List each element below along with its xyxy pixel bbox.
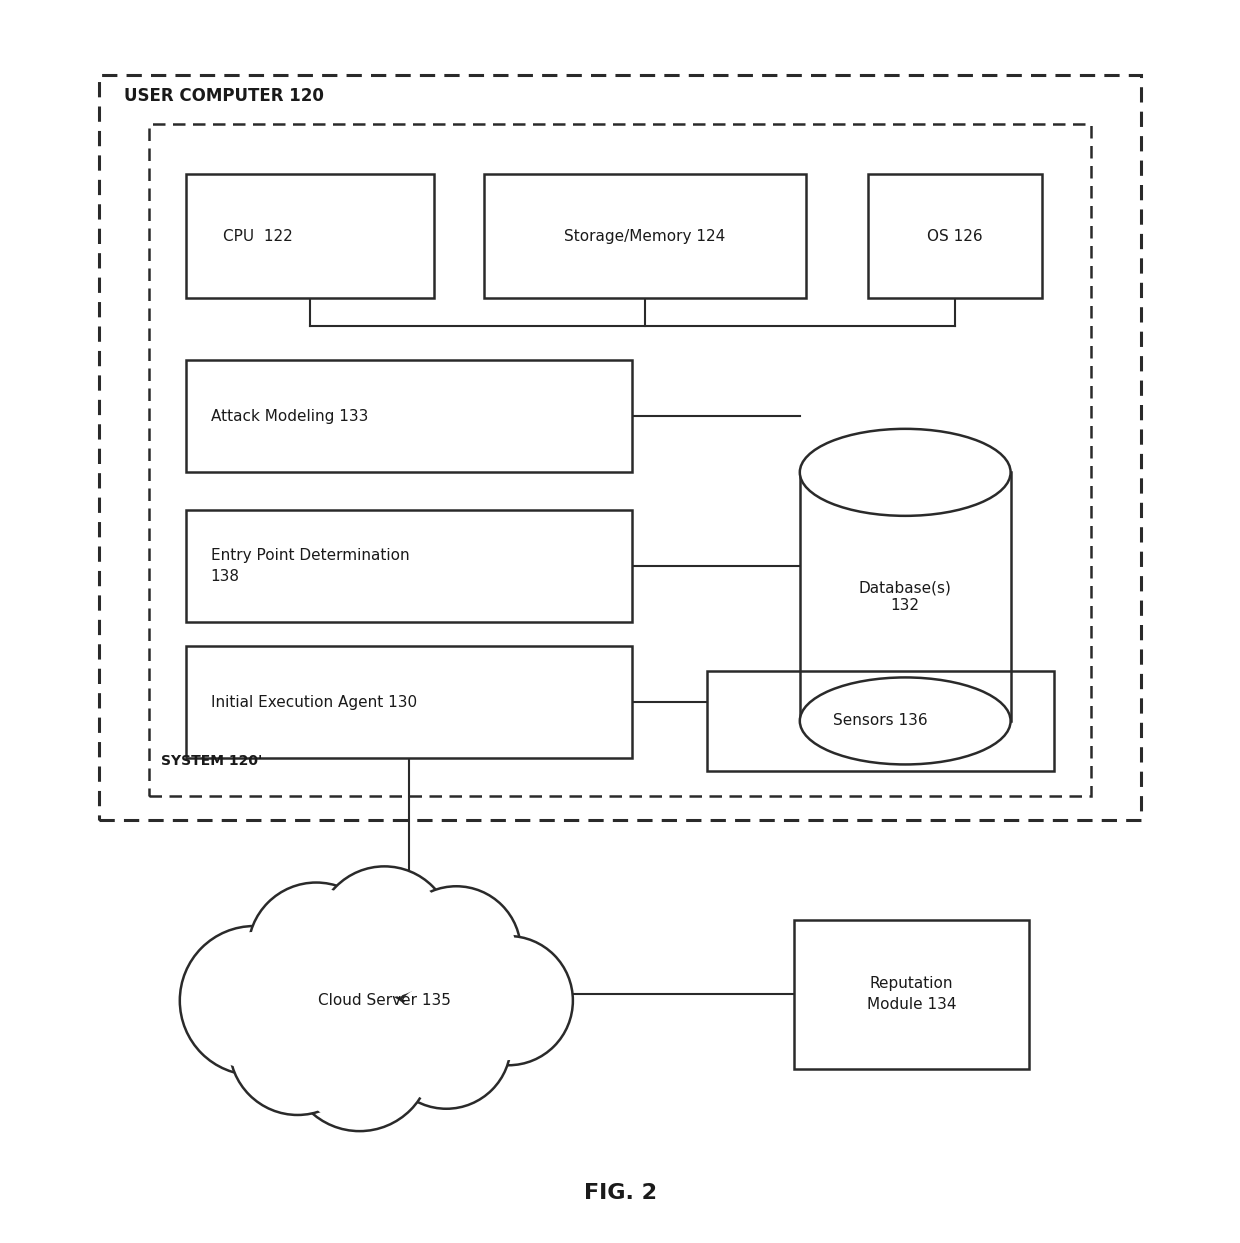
Text: SYSTEM 120': SYSTEM 120' (161, 755, 263, 768)
Circle shape (294, 993, 425, 1125)
Text: FIG. 2: FIG. 2 (584, 1183, 656, 1203)
Circle shape (387, 984, 506, 1104)
Text: Cloud Server 135: Cloud Server 135 (317, 993, 451, 1008)
Bar (186, 510, 632, 622)
Bar (99, 75, 1141, 820)
Text: CPU  122: CPU 122 (223, 229, 293, 244)
Ellipse shape (800, 429, 1011, 516)
Circle shape (444, 936, 573, 1065)
Bar (186, 646, 632, 758)
Bar (186, 360, 632, 472)
Ellipse shape (800, 677, 1011, 764)
Circle shape (449, 941, 568, 1060)
Text: OS 126: OS 126 (928, 229, 982, 244)
Circle shape (180, 926, 329, 1075)
Circle shape (392, 886, 521, 1016)
Bar (707, 671, 1054, 771)
Bar (868, 174, 1042, 298)
Circle shape (253, 888, 379, 1014)
Text: USER COMPUTER 120: USER COMPUTER 120 (124, 87, 324, 104)
Circle shape (229, 978, 366, 1115)
Circle shape (234, 983, 361, 1110)
Text: Entry Point Determination
138: Entry Point Determination 138 (211, 548, 409, 583)
Text: Attack Modeling 133: Attack Modeling 133 (211, 409, 368, 424)
Bar (800, 472, 1011, 721)
Text: Storage/Memory 124: Storage/Memory 124 (564, 229, 725, 244)
Circle shape (186, 932, 322, 1069)
Circle shape (382, 979, 511, 1109)
Bar (484, 174, 806, 298)
Text: Database(s)
132: Database(s) 132 (859, 580, 951, 613)
Circle shape (397, 891, 516, 1011)
Circle shape (321, 871, 448, 998)
Text: Reputation
Module 134: Reputation Module 134 (867, 977, 956, 1012)
Bar (794, 920, 1029, 1069)
Circle shape (260, 883, 484, 1106)
Circle shape (248, 883, 384, 1019)
Circle shape (316, 866, 453, 1003)
Bar (186, 174, 434, 298)
Circle shape (288, 987, 432, 1131)
Text: Initial Execution Agent 130: Initial Execution Agent 130 (211, 695, 417, 710)
Text: Sensors 136: Sensors 136 (833, 713, 928, 728)
Bar (149, 124, 1091, 796)
